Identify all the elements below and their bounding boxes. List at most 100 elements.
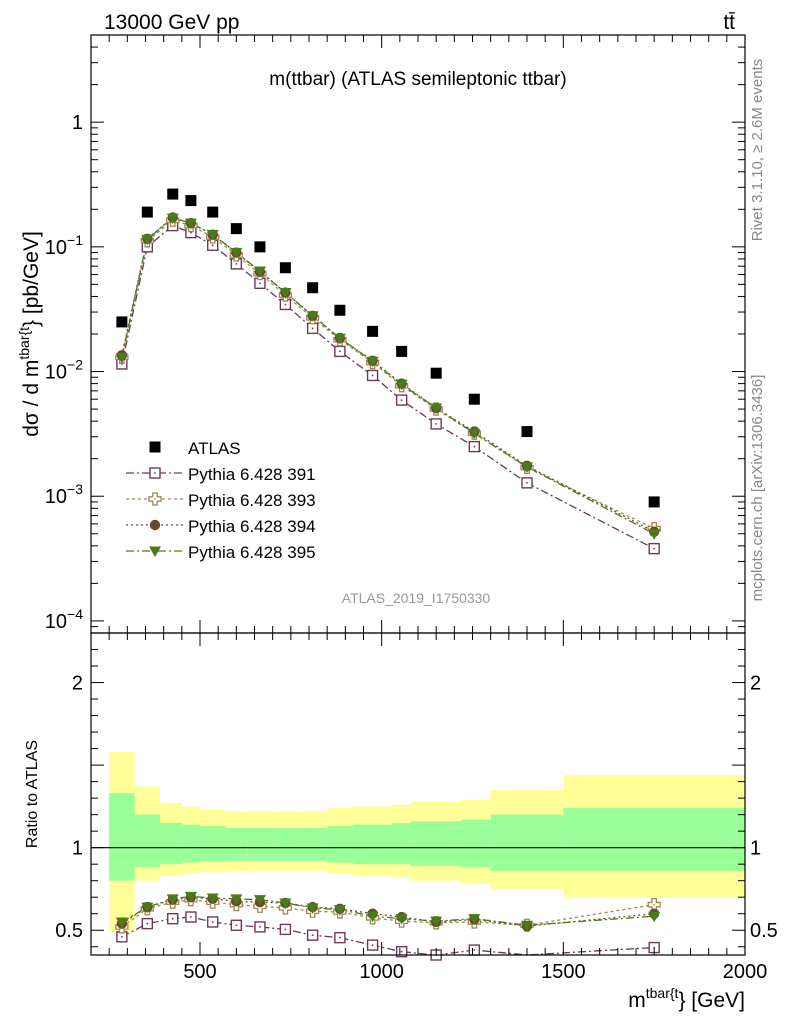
- ratio-y-tick-label-right: 1: [750, 838, 761, 860]
- series-1-point: [334, 345, 346, 358]
- series-1-point: [430, 418, 442, 430]
- ratio-1-point-dot: [284, 928, 287, 931]
- y-tick-label: 1: [72, 112, 83, 134]
- series-4-point: [468, 428, 481, 440]
- legend-label-3: Pythia 6.428 394: [188, 517, 316, 536]
- ratio-plot-area: [91, 751, 745, 961]
- ratio-axis-ticks: [91, 632, 746, 955]
- ratio-1-point: [334, 931, 346, 944]
- ratio-1-point: [468, 944, 481, 956]
- atlas-data-point: [279, 262, 291, 274]
- y-axis-label-main-sup: tbar{t: [16, 327, 32, 360]
- y-tick-label-exp: −1: [67, 232, 83, 248]
- series-line-4: [121, 217, 655, 535]
- ratio-1-point: [207, 916, 219, 928]
- atlas-data-point: [254, 241, 266, 253]
- series-4-point: [366, 356, 379, 368]
- mcplots-label: mcplots.cern.ch [arXiv:1306.3436]: [749, 375, 766, 602]
- series-1-point-dot: [311, 327, 314, 330]
- ratio-y-tick-label-left: 0.5: [55, 920, 83, 942]
- rivet-label: Rivet 3.1.10, ≥ 2.6M events: [749, 59, 766, 242]
- atlas-data-point: [430, 367, 442, 379]
- ratio-4-point: [206, 893, 219, 905]
- x-axis-label-sup: tbar{t: [646, 985, 679, 1001]
- y-tick-label: 10−1: [45, 232, 83, 259]
- green-band-bin: [392, 822, 411, 865]
- atlas-data-point: [334, 304, 346, 316]
- atlas-data-point: [230, 223, 242, 235]
- ratio-1-point: [185, 911, 197, 923]
- chart-title: m(ttbar) (ATLAS semileptonic ttbar): [269, 69, 566, 90]
- atlas-data-point: [648, 496, 660, 508]
- ratio-1-point: [366, 939, 379, 951]
- ratio-4-point: [366, 911, 379, 923]
- series-1-point-dot: [371, 374, 374, 377]
- atlas-data-point: [167, 188, 179, 200]
- series-4-point: [253, 266, 266, 278]
- y-axis-label-main: dσ / d mtbar{t} [pb/GeV]: [16, 231, 43, 437]
- ratio-1-point-dot: [171, 917, 174, 920]
- y-axis-label-main-b: } [pb/GeV]: [20, 231, 43, 327]
- ratio-1-point: [141, 917, 154, 930]
- legend-marker-2: [148, 492, 162, 506]
- green-band-bin: [247, 827, 273, 861]
- y-tick-label-base: 1: [72, 112, 83, 134]
- y-tick-label-base: 10: [45, 362, 67, 384]
- series-line-1: [121, 224, 655, 550]
- green-band-bin: [200, 826, 226, 862]
- series-4-point: [279, 288, 292, 299]
- ratio-1-point-dot: [211, 921, 214, 923]
- ratio-line-1: [121, 916, 655, 956]
- ratio-4-point: [333, 905, 346, 916]
- legend-marker-1-dot: [154, 472, 156, 474]
- legend: ATLAS Pythia 6.428 391 Pythia 6.428 393 Pyt…: [126, 439, 316, 562]
- series-1-point: [366, 369, 379, 382]
- y-tick-label-base: 10: [45, 237, 67, 259]
- ratio-1-point-dot: [190, 916, 192, 918]
- y-tick-label-base: 10: [45, 486, 67, 508]
- beam-label: 13000 GeV pp: [104, 11, 239, 34]
- x-tick-label: 500: [183, 961, 216, 983]
- main-y-tick-labels: 110−110−210−310−4: [45, 112, 83, 633]
- atlas-data-point: [468, 393, 480, 405]
- x-tick-labels: 500 1000 1500 2000: [183, 961, 767, 983]
- series-1-point-dot: [259, 282, 261, 285]
- green-band-bin: [563, 808, 745, 871]
- x-tick-label: 1500: [541, 961, 586, 983]
- series-1-point: [648, 542, 660, 555]
- ratio-1-point-dot: [311, 934, 314, 937]
- green-band-bin: [327, 826, 353, 863]
- series-1-point-dot: [473, 445, 476, 448]
- green-band-bin: [134, 814, 161, 868]
- x-axis-label-tail: } [GeV]: [678, 989, 745, 1012]
- y-tick-label-base: 10: [45, 611, 67, 633]
- ratio-y-tick-label-right: 0.5: [750, 920, 778, 942]
- series-4-point: [521, 462, 533, 473]
- series-1-point: [306, 322, 319, 335]
- ratio-4-point: [648, 911, 661, 923]
- series-1-point-dot: [435, 423, 438, 425]
- series-1-point-dot: [211, 244, 214, 247]
- x-tick-label: 1000: [359, 961, 404, 983]
- ratio-1-point-dot: [146, 922, 149, 925]
- atlas-data-point: [396, 345, 408, 357]
- green-band-bin: [272, 827, 299, 861]
- series-1-point-dot: [235, 262, 238, 265]
- series-line-3: [121, 216, 655, 533]
- series-1-point-dot: [526, 481, 528, 484]
- ratio-1-point-dot: [400, 950, 403, 953]
- atlas-data-point: [207, 206, 219, 218]
- ratio-y-tick-label-left: 2: [72, 673, 83, 695]
- ratio-4-point: [115, 917, 128, 928]
- atlas-data-point: [521, 426, 533, 438]
- ratio-1-point: [230, 919, 243, 931]
- legend-marker-4: [149, 546, 161, 557]
- ratio-4-point: [184, 891, 197, 903]
- legend-label-atlas: ATLAS: [188, 439, 241, 458]
- series-4-point: [333, 333, 346, 345]
- ratio-panel: 0.5 0.5 1 1 2 2 Ratio to ATLAS: [24, 632, 778, 961]
- green-band-bin: [225, 827, 248, 861]
- y-axis-label-main-a: dσ / d m: [20, 360, 43, 437]
- y-tick-label: 10−3: [45, 481, 83, 508]
- legend-marker-2-dot: [154, 498, 156, 500]
